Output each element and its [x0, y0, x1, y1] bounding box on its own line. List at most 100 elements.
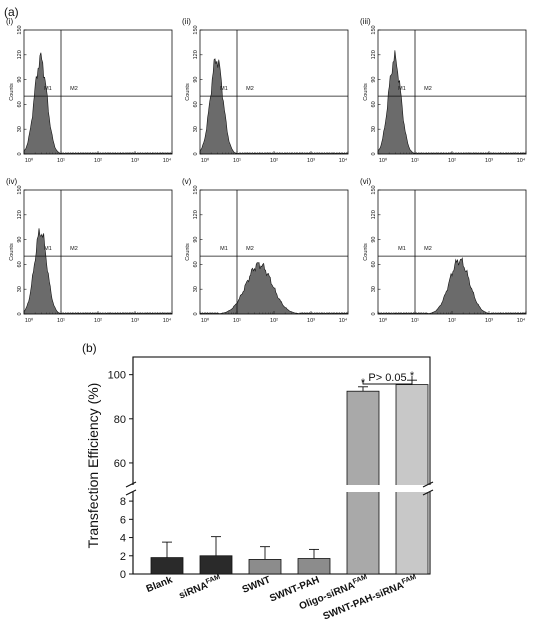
- y-tick-label: 60: [17, 101, 23, 107]
- bar: [199, 555, 233, 575]
- x-tick-label: 10⁴: [163, 317, 172, 324]
- x-tick-label: 10²: [94, 158, 102, 164]
- histogram-panel: M1 M2 (vi) 0 30 60 90 120 150 Counts 10⁰ 10¹ 10² 10³ 1…: [360, 177, 527, 324]
- y-tick-label: 60: [371, 261, 377, 267]
- x-tick-label: 10³: [485, 318, 493, 324]
- panel-tag: (ii): [182, 17, 191, 26]
- panel-tag: (v): [182, 177, 192, 186]
- category-superscript: FAM: [352, 574, 368, 586]
- x-category-label: siRNAFAM: [177, 574, 223, 602]
- x-tick-label: 10²: [94, 318, 102, 324]
- y-axis-label: Counts: [185, 83, 191, 101]
- marker-m2: M2: [424, 86, 432, 92]
- histogram-panel: M1 M2 (v) 0 30 60 90 120 150 Counts 10⁰ 10¹ 10² 10³ 10…: [182, 177, 349, 324]
- y-tick-label: 30: [371, 286, 377, 292]
- x-tick-label: 10⁴: [339, 157, 348, 164]
- x-tick-label: 10³: [131, 158, 139, 164]
- histogram-area: [199, 262, 349, 315]
- marker-m2: M2: [424, 246, 432, 252]
- y-tick-label: 120: [193, 50, 199, 59]
- x-tick-label: 10⁰: [201, 317, 210, 324]
- x-tick-label: 10⁰: [379, 157, 388, 164]
- x-tick-label: 10²: [448, 318, 456, 324]
- bar: [248, 559, 282, 575]
- category-name: siRNA: [177, 580, 209, 601]
- y-tick-label: 30: [193, 286, 199, 292]
- flow-cytometry-panels: M1 M2 (i) 0 30 60 90 120 150 Counts 10⁰ 10¹ 10² 10³ 10…: [6, 17, 527, 324]
- y-tick-label: 90: [371, 77, 377, 83]
- x-tick-label: 10¹: [411, 318, 419, 324]
- bar: [297, 558, 331, 575]
- category-superscript: FAM: [205, 574, 221, 586]
- y-axis-label: Counts: [363, 83, 369, 101]
- y-tick-label: 100: [108, 370, 126, 382]
- marker-m2: M2: [70, 86, 78, 92]
- y-tick-label: 60: [193, 261, 199, 267]
- histogram-panel: M1 M2 (i) 0 30 60 90 120 150 Counts 10⁰ 10¹ 10² 10³ 10…: [6, 17, 173, 164]
- x-tick-label: 10⁰: [201, 157, 210, 164]
- y-tick-label: 60: [371, 101, 377, 107]
- histogram-area: [199, 58, 349, 155]
- x-tick-label: 10⁴: [517, 317, 526, 324]
- p-value-annotation: P> 0.05: [368, 372, 406, 384]
- marker-m1: M1: [398, 246, 406, 252]
- y-tick-label: 90: [17, 77, 23, 83]
- bar: [346, 390, 380, 575]
- y-tick-label: 30: [193, 126, 199, 132]
- x-category-label: SWNT: [241, 575, 272, 596]
- panel-tag: (iii): [360, 17, 371, 26]
- histogram-panel: M1 M2 (ii) 0 30 60 90 120 150 Counts 10⁰ 10¹ 10² 10³ 1…: [182, 17, 349, 164]
- axis-break-slash: [422, 481, 434, 488]
- x-tick-label: 10⁰: [25, 317, 34, 324]
- y-tick-label: 2: [120, 551, 126, 563]
- x-tick-label: 10⁰: [25, 157, 34, 164]
- x-tick-label: 10³: [485, 158, 493, 164]
- x-tick-label: 10³: [131, 318, 139, 324]
- axis-break-slash: [422, 489, 434, 496]
- y-axis-label: Counts: [185, 243, 191, 261]
- x-tick-label: 10²: [448, 158, 456, 164]
- marker-m1: M1: [398, 86, 406, 92]
- y-tick-label: 150: [193, 185, 199, 194]
- plot-frame: [132, 356, 431, 575]
- y-tick-label: 0: [17, 152, 23, 155]
- y-tick-label: 150: [193, 25, 199, 34]
- y-tick-label: 150: [17, 185, 23, 194]
- panel-tag: (iv): [6, 177, 17, 186]
- y-tick-label: 0: [371, 312, 377, 315]
- histogram-area: [377, 256, 527, 315]
- significance-bracket: [362, 375, 413, 385]
- y-tick-label: 0: [120, 569, 126, 581]
- y-tick-label: 120: [17, 50, 23, 59]
- y-tick-label: 90: [193, 77, 199, 83]
- histogram-area: [377, 50, 527, 155]
- y-tick-label: 4: [120, 533, 126, 545]
- panel-tag: (i): [6, 17, 13, 26]
- y-tick-label: 30: [17, 126, 23, 132]
- y-tick-label: 60: [114, 458, 126, 470]
- y-tick-label: 60: [17, 261, 23, 267]
- y-tick-label: 150: [17, 25, 23, 34]
- y-tick-label: 150: [371, 25, 377, 34]
- figure-label-a: (a): [4, 5, 19, 19]
- y-tick-label: 120: [17, 210, 23, 219]
- y-tick-label: 30: [371, 126, 377, 132]
- x-tick-label: 10³: [307, 318, 315, 324]
- y-tick-label: 6: [120, 514, 126, 526]
- marker-m2: M2: [246, 86, 254, 92]
- y-tick-label: 8: [120, 496, 126, 508]
- histogram-panel: M1 M2 (iv) 0 30 60 90 120 150 Counts 10⁰ 10¹ 10² 10³ 1…: [6, 177, 173, 324]
- figure-label-b: (b): [82, 341, 97, 355]
- y-axis-label: Counts: [9, 83, 15, 101]
- y-axis-label: Counts: [363, 243, 369, 261]
- marker-m2: M2: [246, 246, 254, 252]
- bar: [395, 384, 429, 575]
- x-tick-label: 10¹: [233, 158, 241, 164]
- y-axis-title: Transfection Efficiency (%): [85, 383, 101, 549]
- y-axis-label: Counts: [9, 243, 15, 261]
- x-tick-label: 10¹: [57, 158, 65, 164]
- histogram-area: [23, 228, 173, 315]
- y-tick-label: 90: [193, 237, 199, 243]
